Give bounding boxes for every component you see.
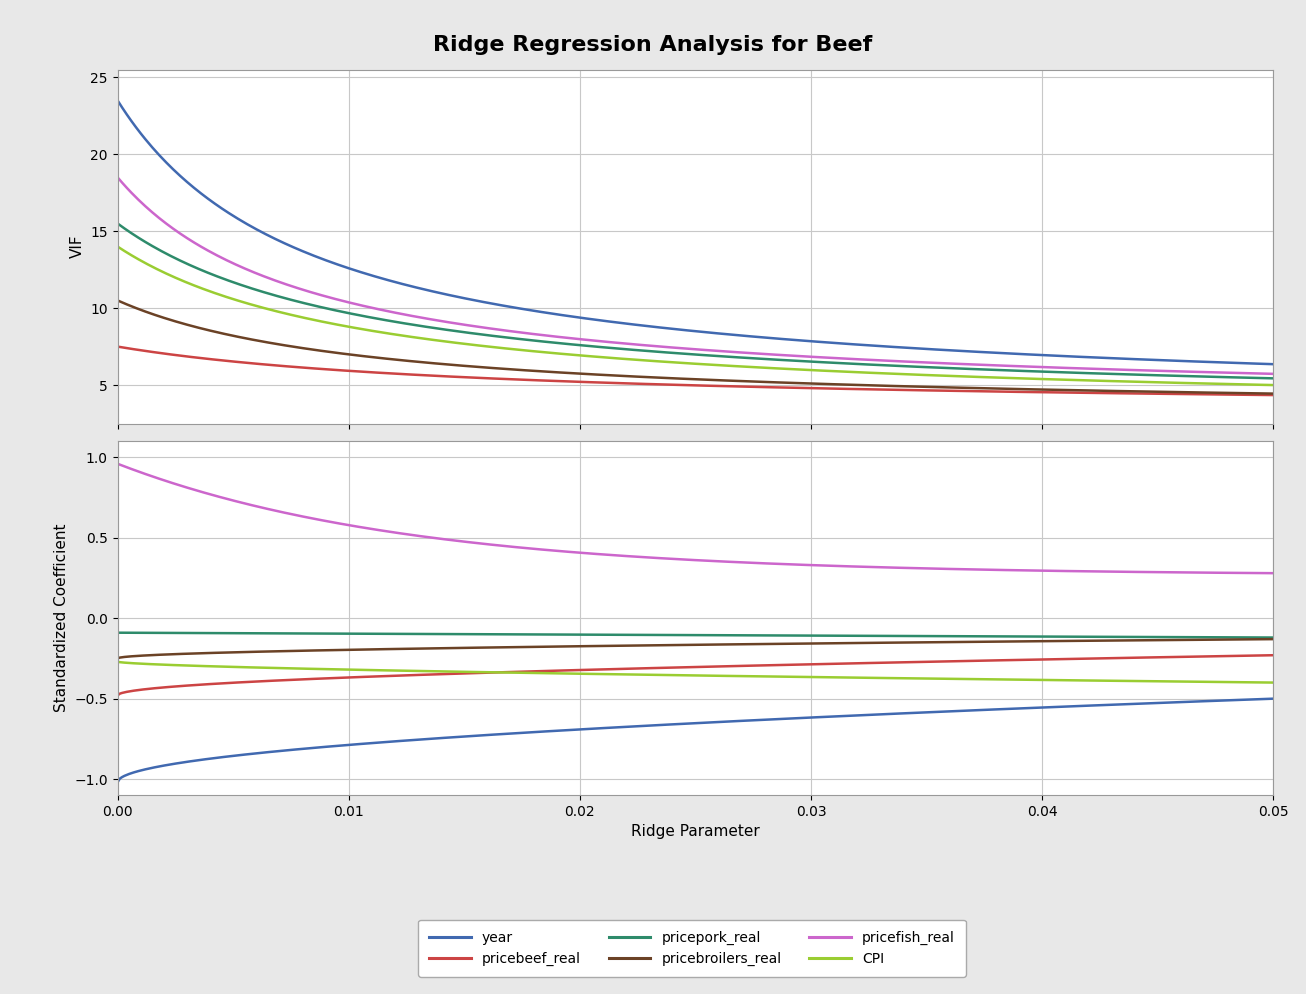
X-axis label: Ridge Parameter: Ridge Parameter	[631, 824, 760, 840]
Y-axis label: Standardized Coefficient: Standardized Coefficient	[54, 524, 69, 713]
Legend: year, pricebeef_real, pricepork_real, pricebroilers_real, pricefish_real, CPI: year, pricebeef_real, pricepork_real, pr…	[418, 919, 966, 977]
Text: Ridge Regression Analysis for Beef: Ridge Regression Analysis for Beef	[434, 35, 872, 55]
Y-axis label: VIF: VIF	[69, 235, 85, 258]
